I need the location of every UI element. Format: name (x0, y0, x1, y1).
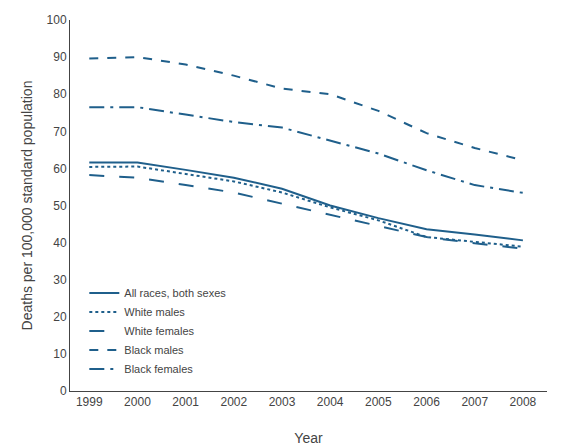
svg-text:70: 70 (53, 125, 67, 139)
svg-text:40: 40 (53, 236, 67, 250)
svg-text:90: 90 (53, 50, 67, 64)
svg-text:White males: White males (124, 306, 185, 318)
svg-text:Black females: Black females (124, 363, 193, 375)
svg-text:2008: 2008 (510, 395, 537, 409)
svg-text:0: 0 (60, 384, 67, 398)
svg-text:2007: 2007 (461, 395, 488, 409)
svg-text:Year: Year (294, 430, 323, 446)
svg-text:Black males: Black males (124, 344, 184, 356)
svg-text:White females: White females (124, 325, 194, 337)
svg-text:2004: 2004 (317, 395, 344, 409)
svg-text:20: 20 (53, 310, 67, 324)
svg-text:80: 80 (53, 87, 67, 101)
svg-text:2005: 2005 (365, 395, 392, 409)
svg-text:Deaths per 100,000 standard po: Deaths per 100,000 standard population (19, 81, 35, 331)
svg-text:100: 100 (47, 13, 67, 27)
svg-text:1999: 1999 (76, 395, 103, 409)
svg-text:30: 30 (53, 273, 67, 287)
svg-text:2006: 2006 (413, 395, 440, 409)
svg-text:10: 10 (53, 347, 67, 361)
svg-text:2002: 2002 (220, 395, 247, 409)
svg-text:2001: 2001 (172, 395, 199, 409)
svg-text:2000: 2000 (124, 395, 151, 409)
svg-text:50: 50 (53, 199, 67, 213)
svg-text:2003: 2003 (269, 395, 296, 409)
svg-text:All races, both sexes: All races, both sexes (124, 287, 226, 299)
svg-text:60: 60 (53, 162, 67, 176)
